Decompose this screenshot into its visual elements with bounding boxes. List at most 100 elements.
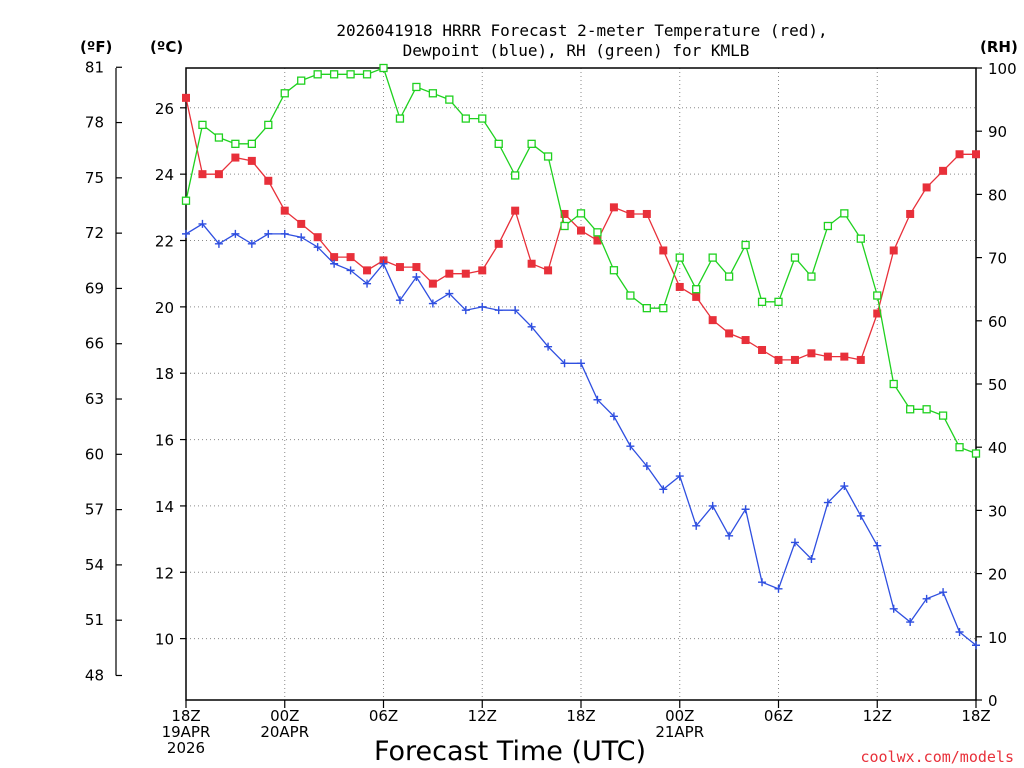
rh-point <box>346 70 355 79</box>
celsius-tick-label: 16 <box>155 432 174 450</box>
rh-point <box>313 70 322 79</box>
fahrenheit-tick-label: 54 <box>85 556 104 574</box>
rh-point <box>297 76 306 85</box>
rh-tick-label: 70 <box>988 250 1007 268</box>
dewpoint-point <box>741 505 750 514</box>
rh-point <box>478 114 487 123</box>
temperature-point <box>972 150 980 159</box>
temperature-point <box>642 209 651 218</box>
title-line-2: Dewpoint (blue), RH (green) for KMLB <box>403 41 750 60</box>
dewpoint-point <box>363 279 372 288</box>
temperature-point <box>708 316 717 325</box>
x-tick-label: 06Z <box>764 707 793 725</box>
dewpoint-point <box>445 289 454 298</box>
temperature-point <box>445 269 454 278</box>
data-series <box>181 63 981 650</box>
temperature-point <box>346 253 355 262</box>
x-tick-label: 18Z <box>961 707 990 725</box>
dewpoint-point <box>264 229 273 238</box>
fahrenheit-tick-label: 72 <box>85 224 104 242</box>
temperature-point <box>412 263 421 272</box>
dewpoint-point <box>922 594 931 603</box>
dewpoint-point <box>593 395 602 404</box>
rh-point <box>757 297 767 306</box>
celsius-tick-label: 14 <box>155 498 174 516</box>
rh-point <box>412 82 421 92</box>
temperature-point <box>609 203 618 212</box>
dewpoint-point <box>478 302 487 311</box>
rh-point <box>280 89 289 98</box>
dewpoint-point <box>330 259 339 268</box>
dewpoint-point <box>659 485 668 494</box>
rh-point <box>873 291 882 300</box>
temperature-point <box>906 209 915 218</box>
x-tick-label: 20APR <box>260 723 309 741</box>
temperature-point <box>856 355 865 364</box>
fahrenheit-tick-label: 57 <box>85 501 104 519</box>
celsius-tick-label: 26 <box>155 100 174 118</box>
dewpoint-point <box>577 359 585 368</box>
fahrenheit-unit-label: (ºF) <box>80 38 112 56</box>
temperature-point <box>922 183 931 192</box>
rh-point <box>461 114 470 123</box>
rh-tick-label: 80 <box>988 186 1007 204</box>
dewpoint-point <box>247 239 256 248</box>
title-line-1: 2026041918 HRRR Forecast 2-meter Tempera… <box>336 21 827 40</box>
temperature-point <box>182 93 190 102</box>
dewpoint-point <box>675 472 684 481</box>
dewpoint-point <box>774 584 783 593</box>
temperature-point <box>675 282 684 291</box>
x-tick-label: 19APR <box>162 723 211 741</box>
dewpoint-point <box>313 243 322 252</box>
fahrenheit-tick-label: 75 <box>85 169 104 187</box>
temperature-point <box>626 209 635 218</box>
gridlines <box>186 68 976 700</box>
dewpoint-point <box>280 229 289 238</box>
temperature-point <box>313 233 322 242</box>
celsius-tick-label: 12 <box>155 564 174 582</box>
rh-point <box>971 449 981 458</box>
fahrenheit-tick-label: 60 <box>85 445 104 463</box>
x-tick-label: 2026 <box>167 739 205 757</box>
fahrenheit-tick-label: 78 <box>85 114 104 132</box>
rh-point <box>609 266 619 275</box>
celsius-tick-label: 10 <box>155 631 174 649</box>
temperature-point <box>889 246 898 255</box>
rh-point <box>494 139 503 148</box>
temperature-point <box>264 176 273 185</box>
rh-tick-label: 20 <box>988 566 1007 584</box>
dewpoint-point <box>955 627 964 636</box>
dewpoint-point <box>939 588 948 597</box>
x-tick-label: 06Z <box>369 707 398 725</box>
title-group: 2026041918 HRRR Forecast 2-meter Tempera… <box>336 21 827 60</box>
rh-point <box>511 171 520 180</box>
rh-tick-label: 0 <box>988 692 998 710</box>
x-tick-label: 18Z <box>171 707 200 725</box>
rh-tick-label: 40 <box>988 439 1007 457</box>
dewpoint-point <box>297 233 306 242</box>
rh-point <box>659 304 668 313</box>
temperature-point <box>214 170 223 179</box>
temperature-point <box>297 219 306 228</box>
temperature-point <box>198 170 207 179</box>
dewpoint-point <box>856 511 865 520</box>
dewpoint-point <box>182 229 190 238</box>
dewpoint-point <box>395 296 404 305</box>
fahrenheit-tick-label: 51 <box>85 611 104 629</box>
rh-point <box>906 405 915 414</box>
x-tick-label: 12Z <box>468 707 497 725</box>
rh-point <box>774 297 783 306</box>
temperature-point <box>395 263 404 272</box>
dewpoint-point <box>972 641 980 650</box>
dewpoint-point <box>379 259 388 268</box>
celsius-tick-label: 20 <box>155 299 174 317</box>
rh-unit-label: (RH) <box>980 38 1018 56</box>
dewpoint-point <box>511 306 520 315</box>
dewpoint-point <box>527 322 536 331</box>
dewpoint-point <box>708 501 717 510</box>
rh-point <box>708 253 717 262</box>
rh-point <box>543 152 553 161</box>
temperature-point <box>741 336 750 345</box>
rh-point <box>840 209 849 218</box>
temperature-point <box>428 279 437 288</box>
